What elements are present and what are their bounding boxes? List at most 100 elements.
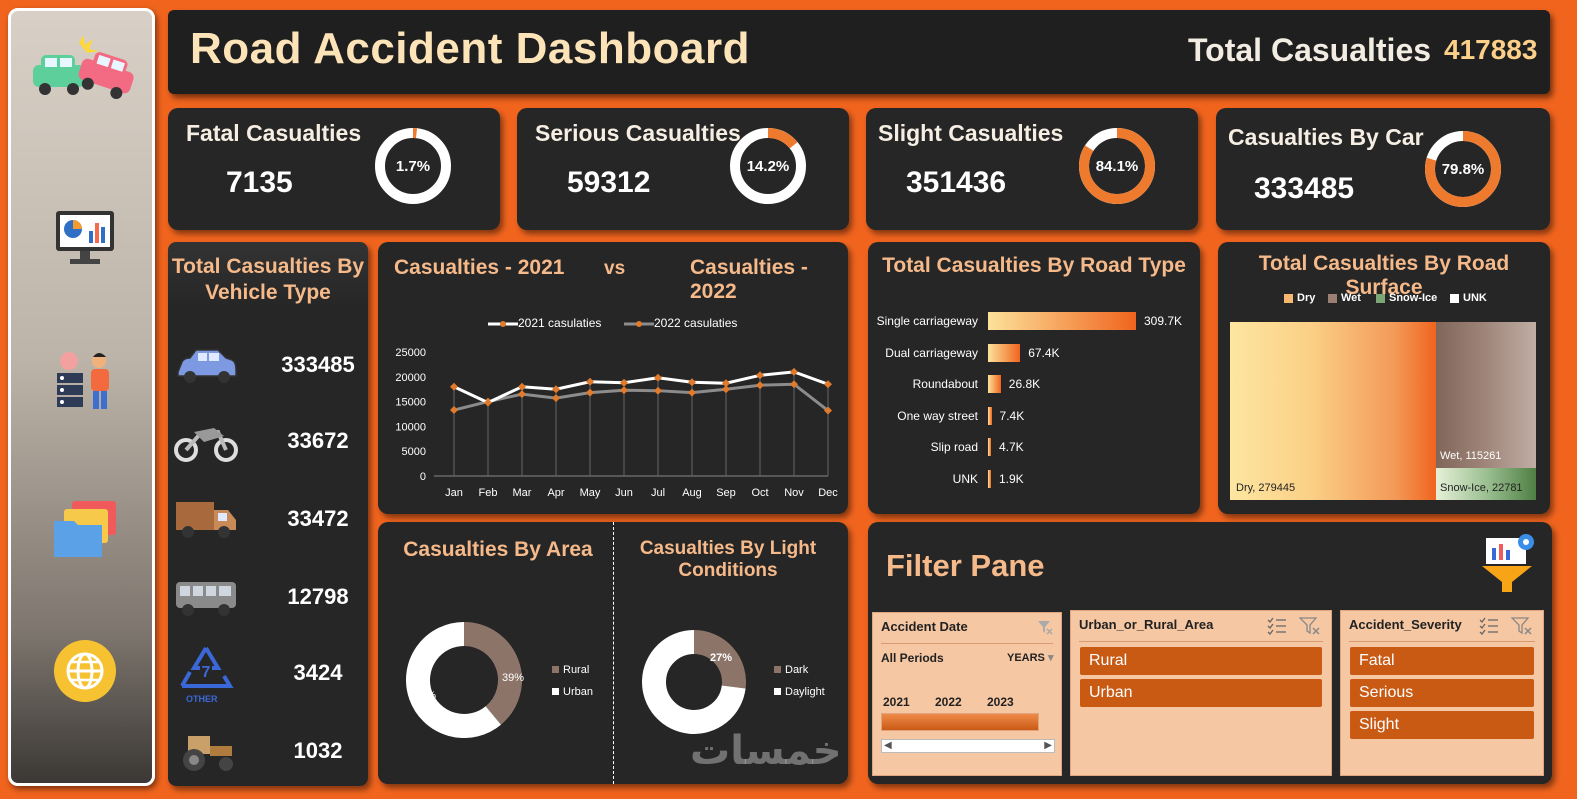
treemap-wet-label: Wet, 115261	[1440, 450, 1502, 462]
car-crash-icon[interactable]	[11, 35, 158, 105]
legend-urban: Urban	[552, 686, 593, 698]
kpi-donut: 84.1%	[1078, 127, 1156, 205]
severity-slicer-title: Accident_Severity	[1349, 617, 1462, 632]
vehicle-row-tractor: 1032	[168, 724, 368, 784]
date-slicer-unit[interactable]: YEARS ▾	[1007, 651, 1054, 664]
page-title: Road Accident Dashboard	[190, 24, 750, 73]
funnel-chart-icon[interactable]	[1478, 532, 1536, 594]
y-tick-label: 20000	[395, 372, 426, 384]
vehicle-row-car: 333485	[168, 338, 368, 398]
dashboard-monitor-icon[interactable]	[11, 209, 158, 267]
tractor-icon	[183, 736, 233, 771]
vehicle-panel-title-line1: Total Casualties By	[171, 255, 365, 278]
kpi-title: Serious Casualties	[535, 120, 741, 146]
bar	[988, 343, 1021, 362]
legend-2021: 2021 casulaties	[518, 316, 602, 330]
other-recycle-icon: 7	[180, 646, 234, 688]
data-point	[518, 390, 526, 399]
legend-dry: Dry	[1297, 292, 1316, 304]
data-point	[450, 406, 458, 415]
series-line	[453, 382, 829, 412]
slicer-item-slight[interactable]: Slight	[1350, 711, 1534, 739]
legend-2022: 2022 casulaties	[654, 316, 738, 330]
x-tick-label: Mar	[513, 487, 532, 499]
data-point	[552, 394, 560, 403]
vehicle-row-bus: 12798	[168, 570, 368, 630]
area-legend: Rural Urban	[552, 664, 593, 698]
x-tick-label: Aug	[682, 487, 702, 499]
urban-rural-slicer: Urban_or_Rural_Area Rural Urban	[1070, 610, 1332, 776]
slicer-item-serious[interactable]: Serious	[1350, 679, 1534, 707]
year-2022: 2022	[935, 695, 962, 709]
slicer-item-fatal[interactable]: Fatal	[1350, 647, 1534, 675]
svg-text:7: 7	[202, 664, 211, 681]
y-tick-label: 15000	[395, 397, 426, 409]
bar-value-label: 7.4K	[999, 408, 1025, 423]
data-point	[824, 380, 832, 389]
vehicle-panel-title: Total Casualties By Vehicle Type	[168, 254, 368, 306]
kpi-title: Casualties By Car	[1228, 124, 1424, 150]
vehicle-value: 33672	[287, 428, 349, 453]
multi-select-icon[interactable]	[1479, 617, 1499, 635]
scroll-right-icon[interactable]: ▶	[1044, 740, 1052, 751]
bar-value-label: 26.8K	[1008, 377, 1041, 391]
panel-divider	[613, 522, 614, 784]
data-point	[654, 373, 662, 382]
clear-filter-icon[interactable]	[1299, 617, 1321, 635]
timeline-scrollbar[interactable]: ◀ ▶	[881, 739, 1055, 753]
date-slicer-title: Accident Date	[881, 619, 968, 634]
legend-urban-text: Urban	[563, 686, 593, 698]
data-point	[484, 398, 492, 407]
year-2021: 2021	[883, 695, 910, 709]
data-point	[620, 386, 628, 395]
vehicle-value: 333485	[281, 352, 355, 377]
date-slicer-periods: All Periods	[881, 651, 944, 665]
motorcycle-icon	[174, 428, 238, 462]
vehicle-panel-title-line2: Vehicle Type	[205, 281, 331, 304]
kpi-card-slight: Slight Casualties 351436 84.1%	[866, 108, 1198, 230]
kpi-donut-label: 1.7%	[395, 157, 431, 175]
data-point	[790, 367, 798, 376]
clear-filter-icon[interactable]	[1511, 617, 1533, 635]
globe-icon[interactable]	[11, 639, 158, 703]
light-donut-chart	[642, 630, 746, 734]
data-point	[756, 371, 764, 380]
treemap-snow-label: Snow-Ice, 22781	[1440, 482, 1523, 494]
data-point	[824, 406, 832, 415]
kpi-value: 59312	[567, 166, 651, 199]
kpi-donut-label: 84.1%	[1095, 157, 1139, 175]
data-point	[688, 388, 696, 397]
bar-value-label: 1.9K	[999, 471, 1024, 486]
y-tick-label: 0	[420, 471, 426, 483]
legend-unk: UNK	[1463, 292, 1487, 304]
x-tick-label: Jul	[651, 487, 665, 499]
legend-rural: Rural	[552, 664, 593, 676]
x-tick-label: Nov	[784, 487, 804, 499]
vehicle-row-other: 7 OTHER 3424	[168, 646, 368, 706]
legend-dark: Dark	[774, 664, 825, 676]
folders-icon[interactable]	[11, 499, 158, 561]
bar-value-label: 67.4K	[1028, 345, 1060, 360]
pie-slice	[463, 622, 522, 725]
road-type-title: Total Casualties By Road Type	[882, 254, 1186, 277]
legend-daylight-text: Daylight	[785, 686, 825, 698]
multi-select-icon[interactable]	[1267, 617, 1287, 635]
legend-dark-text: Dark	[785, 664, 809, 676]
legend-daylight: Daylight	[774, 686, 825, 698]
server-admin-icon[interactable]	[11, 349, 158, 413]
scroll-left-icon[interactable]: ◀	[884, 740, 892, 751]
treemap-snow-ice: Snow-Ice, 22781	[1436, 468, 1536, 500]
area-donut-chart	[406, 622, 522, 738]
x-tick-label: Jun	[615, 487, 633, 499]
clear-filter-icon[interactable]	[1037, 619, 1053, 635]
area-rural-pct: 39%	[502, 672, 525, 684]
bar-value-label: 309.7K	[1144, 314, 1183, 328]
y-tick-label: 5000	[402, 446, 426, 458]
slicer-item-rural[interactable]: Rural	[1080, 647, 1322, 675]
road-type-bar-chart: Single carriageway 309.7K Dual carriageway…	[868, 242, 1200, 514]
light-legend: Dark Daylight	[774, 664, 825, 698]
truck-icon	[176, 502, 236, 538]
timeline-selection-bar[interactable]	[881, 713, 1039, 731]
slicer-item-urban[interactable]: Urban	[1080, 679, 1322, 707]
vehicle-row-truck: 33472	[168, 492, 368, 552]
